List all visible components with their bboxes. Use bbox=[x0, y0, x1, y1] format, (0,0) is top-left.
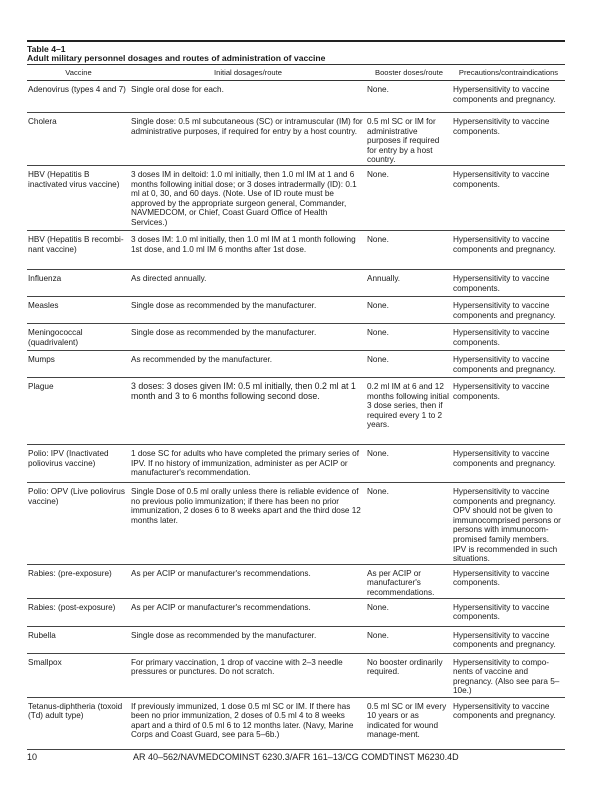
initial-dosage-cell: Single dose as recommended by the manufa… bbox=[130, 626, 366, 654]
header-vaccine: Vaccine bbox=[27, 64, 130, 81]
initial-dosage-cell: As directed annually. bbox=[130, 269, 366, 297]
precautions-cell: Hypersensitivity to vaccine components. bbox=[452, 598, 565, 627]
vaccine-cell: Rabies: (pre-exposure) bbox=[27, 564, 130, 599]
initial-dosage-cell: Single Dose of 0.5 ml orally unless ther… bbox=[130, 482, 366, 565]
initial-dosage-cell: 3 doses: 3 doses given IM: 0.5 ml initia… bbox=[130, 377, 366, 445]
initial-dosage-cell: 3 doses IM in deltoid: 1.0 ml initially,… bbox=[130, 165, 366, 231]
vaccine-cell: HBV (Hepatitis B recombi-nant vaccine) bbox=[27, 230, 130, 270]
initial-dosage-cell: As recommended by the manufacturer. bbox=[130, 350, 366, 378]
table-header-row: Vaccine Initial dosages/route Booster do… bbox=[27, 64, 565, 81]
booster-cell: None. bbox=[366, 296, 452, 324]
vaccine-cell: Polio: IPV (Inactivated poliovirus vacci… bbox=[27, 444, 130, 483]
vaccine-cell: Rubella bbox=[27, 626, 130, 654]
top-rule bbox=[27, 40, 565, 42]
initial-dosage-cell: 3 doses IM: 1.0 ml initially, then 1.0 m… bbox=[130, 230, 366, 270]
booster-cell: None. bbox=[366, 80, 452, 113]
vaccine-cell: Plague bbox=[27, 377, 130, 445]
vaccine-cell: Smallpox bbox=[27, 653, 130, 698]
table-row: Cholera Single dose: 0.5 ml subcutaneous … bbox=[27, 112, 565, 166]
initial-dosage-cell: As per ACIP or manufacturer's recommenda… bbox=[130, 598, 366, 627]
booster-cell: 0.2 ml IM at 6 and 12 months following i… bbox=[366, 377, 452, 445]
booster-cell: None. bbox=[366, 350, 452, 378]
precautions-cell: Hypersensitivity to vaccine components a… bbox=[452, 626, 565, 654]
vaccine-cell: HBV (Hepatitis B inactivated virus vacci… bbox=[27, 165, 130, 231]
precautions-cell: Hypersensitivity to vaccine components a… bbox=[452, 444, 565, 483]
booster-cell: None. bbox=[366, 323, 452, 351]
vaccine-cell: Rabies: (post-exposure) bbox=[27, 598, 130, 627]
vaccine-cell: Cholera bbox=[27, 112, 130, 166]
precautions-cell: Hypersensitivity to compo-nents of vacci… bbox=[452, 653, 565, 698]
vaccine-table: Vaccine Initial dosages/route Booster do… bbox=[27, 64, 565, 750]
table-row: Tetanus-diphtheria (toxoid (Td) adult ty… bbox=[27, 697, 565, 750]
table-row: HBV (Hepatitis B inactivated virus vacci… bbox=[27, 165, 565, 231]
table-row: Mumps As recommended by the manufacturer.… bbox=[27, 350, 565, 378]
booster-cell: Annually. bbox=[366, 269, 452, 297]
booster-cell: As per ACIP or manufacturer's recommenda… bbox=[366, 564, 452, 599]
booster-cell: None. bbox=[366, 626, 452, 654]
initial-dosage-cell: 1 dose SC for adults who have completed … bbox=[130, 444, 366, 483]
booster-cell: None. bbox=[366, 444, 452, 483]
initial-dosage-cell: If previously immunized, 1 dose 0.5 ml S… bbox=[130, 697, 366, 750]
booster-cell: None. bbox=[366, 165, 452, 231]
precautions-cell: Hypersensitivity to vaccine components. bbox=[452, 323, 565, 351]
initial-dosage-cell: As per ACIP or manufacturer's recommenda… bbox=[130, 564, 366, 599]
page-number: 10 bbox=[27, 752, 38, 762]
initial-dosage-cell: Single dose: 0.5 ml subcutaneous (SC) or… bbox=[130, 112, 366, 166]
precautions-cell: Hypersensitivity to vaccine components a… bbox=[452, 350, 565, 378]
precautions-cell: Hypersensitivity to vaccine components. bbox=[452, 377, 565, 445]
precautions-cell: Hypersensitivity to vaccine components a… bbox=[452, 697, 565, 750]
vaccine-cell: Measles bbox=[27, 296, 130, 324]
header-precautions: Precautions/contraindications bbox=[452, 64, 565, 81]
booster-cell: 0.5 ml SC or IM for administrative purpo… bbox=[366, 112, 452, 166]
booster-cell: None. bbox=[366, 482, 452, 565]
booster-cell: 0.5 ml SC or IM every 10 years or as ind… bbox=[366, 697, 452, 750]
vaccine-cell: Tetanus-diphtheria (toxoid (Td) adult ty… bbox=[27, 697, 130, 750]
initial-dosage-cell: Single dose as recommended by the manufa… bbox=[130, 296, 366, 324]
table-row: HBV (Hepatitis B recombi-nant vaccine) 3 … bbox=[27, 230, 565, 270]
table-row: Influenza As directed annually. Annually. H… bbox=[27, 269, 565, 297]
precautions-cell: Hypersensitivity to vaccine components a… bbox=[452, 296, 565, 324]
document-reference: AR 40–562/NAVMEDCOMINST 6230.3/AFR 161–1… bbox=[133, 752, 459, 762]
vaccine-cell: Meningococcal (quadrivalent) bbox=[27, 323, 130, 351]
table-row: Adenovirus (types 4 and 7) Single oral do… bbox=[27, 80, 565, 113]
precautions-cell: Hypersensitivity to vaccine components. bbox=[452, 112, 565, 166]
table-row: Measles Single dose as recommended by the… bbox=[27, 296, 565, 324]
precautions-cell: Hypersensitivity to vaccine components. bbox=[452, 165, 565, 231]
precautions-cell: Hypersensitivity to vaccine components a… bbox=[452, 482, 565, 565]
initial-dosage-cell: For primary vaccination, 1 drop of vacci… bbox=[130, 653, 366, 698]
header-initial-dosage: Initial dosages/route bbox=[130, 64, 366, 81]
table-row: Meningococcal (quadrivalent) Single dose … bbox=[27, 323, 565, 351]
table-row: Rubella Single dose as recommended by the… bbox=[27, 626, 565, 654]
booster-cell: None. bbox=[366, 230, 452, 270]
table-title: Adult military personnel dosages and rou… bbox=[27, 53, 326, 63]
vaccine-cell: Mumps bbox=[27, 350, 130, 378]
table-number: Table 4–1 bbox=[27, 44, 66, 54]
table-row: Polio: IPV (Inactivated poliovirus vacci… bbox=[27, 444, 565, 483]
precautions-cell: Hypersensitivity to vaccine components. bbox=[452, 269, 565, 297]
table-row: Rabies: (post-exposure) As per ACIP or ma… bbox=[27, 598, 565, 627]
table-row: Plague 3 doses: 3 doses given IM: 0.5 ml … bbox=[27, 377, 565, 445]
precautions-cell: Hypersensitivity to vaccine components a… bbox=[452, 80, 565, 113]
initial-dosage-cell: Single dose as recommended by the manufa… bbox=[130, 323, 366, 351]
header-booster: Booster doses/route bbox=[366, 64, 452, 81]
vaccine-cell: Influenza bbox=[27, 269, 130, 297]
table-row: Smallpox For primary vaccination, 1 drop … bbox=[27, 653, 565, 698]
precautions-cell: Hypersensitivity to vaccine components a… bbox=[452, 230, 565, 270]
initial-dosage-cell: Single oral dose for each. bbox=[130, 80, 366, 113]
table-row: Rabies: (pre-exposure) As per ACIP or man… bbox=[27, 564, 565, 599]
vaccine-cell: Polio: OPV (Live poliovirus vaccine) bbox=[27, 482, 130, 565]
booster-cell: No booster ordinarily required. bbox=[366, 653, 452, 698]
booster-cell: None. bbox=[366, 598, 452, 627]
vaccine-cell: Adenovirus (types 4 and 7) bbox=[27, 80, 130, 113]
precautions-cell: Hypersensitivity to vaccine components. bbox=[452, 564, 565, 599]
table-row: Polio: OPV (Live poliovirus vaccine) Sing… bbox=[27, 482, 565, 565]
